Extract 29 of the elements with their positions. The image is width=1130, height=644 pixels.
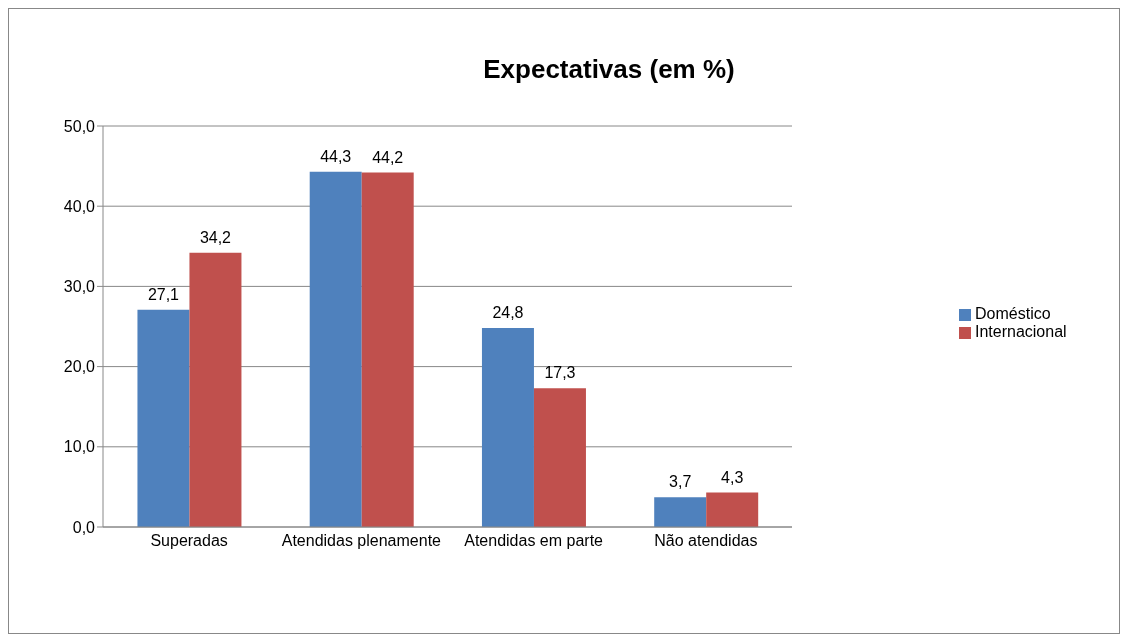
data-label: 27,1: [147, 285, 180, 303]
data-label: 3,7: [669, 473, 692, 491]
x-tick-label: Atendidas plenamente: [281, 532, 442, 550]
data-label: 44,2: [372, 148, 404, 166]
x-tick-label: Superadas: [150, 532, 228, 550]
x-tick-label: Atendidas em parte: [464, 532, 604, 550]
bar: [309, 171, 362, 527]
bar: [533, 388, 586, 527]
bar: [654, 497, 707, 527]
data-label: 4,3: [721, 468, 744, 486]
legend-label: Doméstico: [975, 305, 1051, 322]
data-label: 24,8: [492, 304, 524, 322]
y-tick-label: 40,0: [63, 197, 96, 215]
data-label: 17,3: [544, 364, 576, 382]
x-tick-label: Não atendidas: [654, 532, 758, 550]
bar: [137, 309, 190, 527]
bar: [361, 172, 414, 527]
bar: [481, 328, 534, 527]
bar: [189, 252, 242, 527]
y-tick-label: 0,0: [72, 518, 96, 536]
y-tick-label: 50,0: [63, 117, 96, 135]
y-tick-label: 20,0: [63, 358, 96, 376]
y-tick-label: 10,0: [63, 438, 96, 456]
legend-label: Internacional: [975, 323, 1067, 340]
data-label: 44,3: [320, 147, 352, 165]
y-tick-label: 30,0: [63, 278, 96, 296]
bar: [706, 492, 759, 527]
chart-title: Expectativas (em %): [482, 54, 736, 85]
data-label: 34,2: [199, 228, 232, 246]
